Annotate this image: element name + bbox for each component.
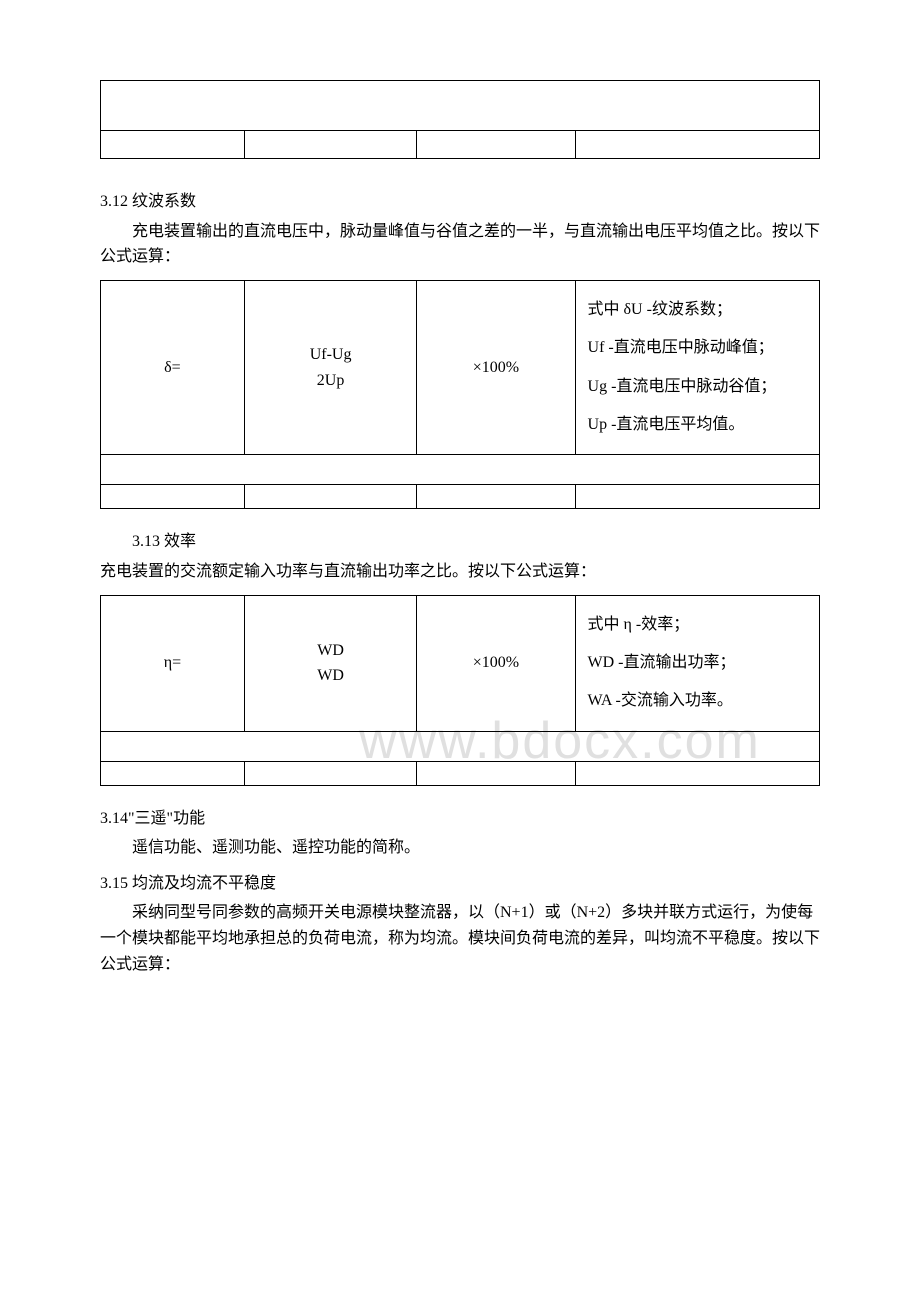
desc-line: 式中 η -效率； [588, 610, 807, 640]
formula-description: 式中 δU -纹波系数； Uf -直流电压中脉动峰值； Ug -直流电压中脉动谷… [575, 280, 819, 455]
formula-fraction: WD WD [244, 595, 417, 731]
formula-table-ripple: δ= Uf-Ug 2Up ×100% 式中 δU -纹波系数； Uf -直流电压… [100, 280, 820, 510]
section-3-13-body: 充电装置的交流额定输入功率与直流输出功率之比。按以下公式运算： [100, 559, 820, 585]
table-row [101, 455, 820, 485]
fraction-numerator: WD [257, 638, 405, 664]
desc-line: Uf -直流电压中脉动峰值； [588, 333, 807, 363]
empty-table-header [100, 80, 820, 159]
desc-line: WA -交流输入功率。 [588, 686, 807, 716]
section-3-12-body: 充电装置输出的直流电压中，脉动量峰值与谷值之差的一半，与直流输出电压平均值之比。… [100, 219, 820, 270]
table-row [101, 131, 820, 159]
table-row: δ= Uf-Ug 2Up ×100% 式中 δU -纹波系数； Uf -直流电压… [101, 280, 820, 455]
fraction-denominator: 2Up [257, 368, 405, 394]
formula-description: 式中 η -效率； WD -直流输出功率； WA -交流输入功率。 [575, 595, 819, 731]
formula-multiplier: ×100% [417, 280, 575, 455]
table-row [101, 485, 820, 509]
section-3-15-heading: 3.15 均流及均流不平稳度 [100, 871, 820, 897]
section-3-12-heading: 3.12 纹波系数 [100, 189, 820, 215]
section-3-13-heading: 3.13 效率 [100, 529, 820, 555]
desc-line: 式中 δU -纹波系数； [588, 295, 807, 325]
desc-line: Up -直流电压平均值。 [588, 410, 807, 440]
table-row [101, 731, 820, 761]
formula-symbol: δ= [101, 280, 245, 455]
table-row [101, 81, 820, 131]
fraction-numerator: Uf-Ug [257, 342, 405, 368]
table-row: η= WD WD ×100% 式中 η -效率； WD -直流输出功率； WA … [101, 595, 820, 731]
formula-fraction: Uf-Ug 2Up [244, 280, 417, 455]
desc-line: WD -直流输出功率； [588, 648, 807, 678]
table-row [101, 761, 820, 785]
fraction-denominator: WD [257, 663, 405, 689]
formula-multiplier: ×100% [417, 595, 575, 731]
formula-symbol: η= [101, 595, 245, 731]
section-3-14-heading: 3.14"三遥"功能 [100, 806, 820, 832]
desc-line: Ug -直流电压中脉动谷值； [588, 372, 807, 402]
section-3-15-body: 采纳同型号同参数的高频开关电源模块整流器，以（N+1）或（N+2）多块并联方式运… [100, 900, 820, 977]
formula-table-efficiency: η= WD WD ×100% 式中 η -效率； WD -直流输出功率； WA … [100, 595, 820, 786]
section-3-14-body: 遥信功能、遥测功能、遥控功能的简称。 [100, 835, 820, 861]
